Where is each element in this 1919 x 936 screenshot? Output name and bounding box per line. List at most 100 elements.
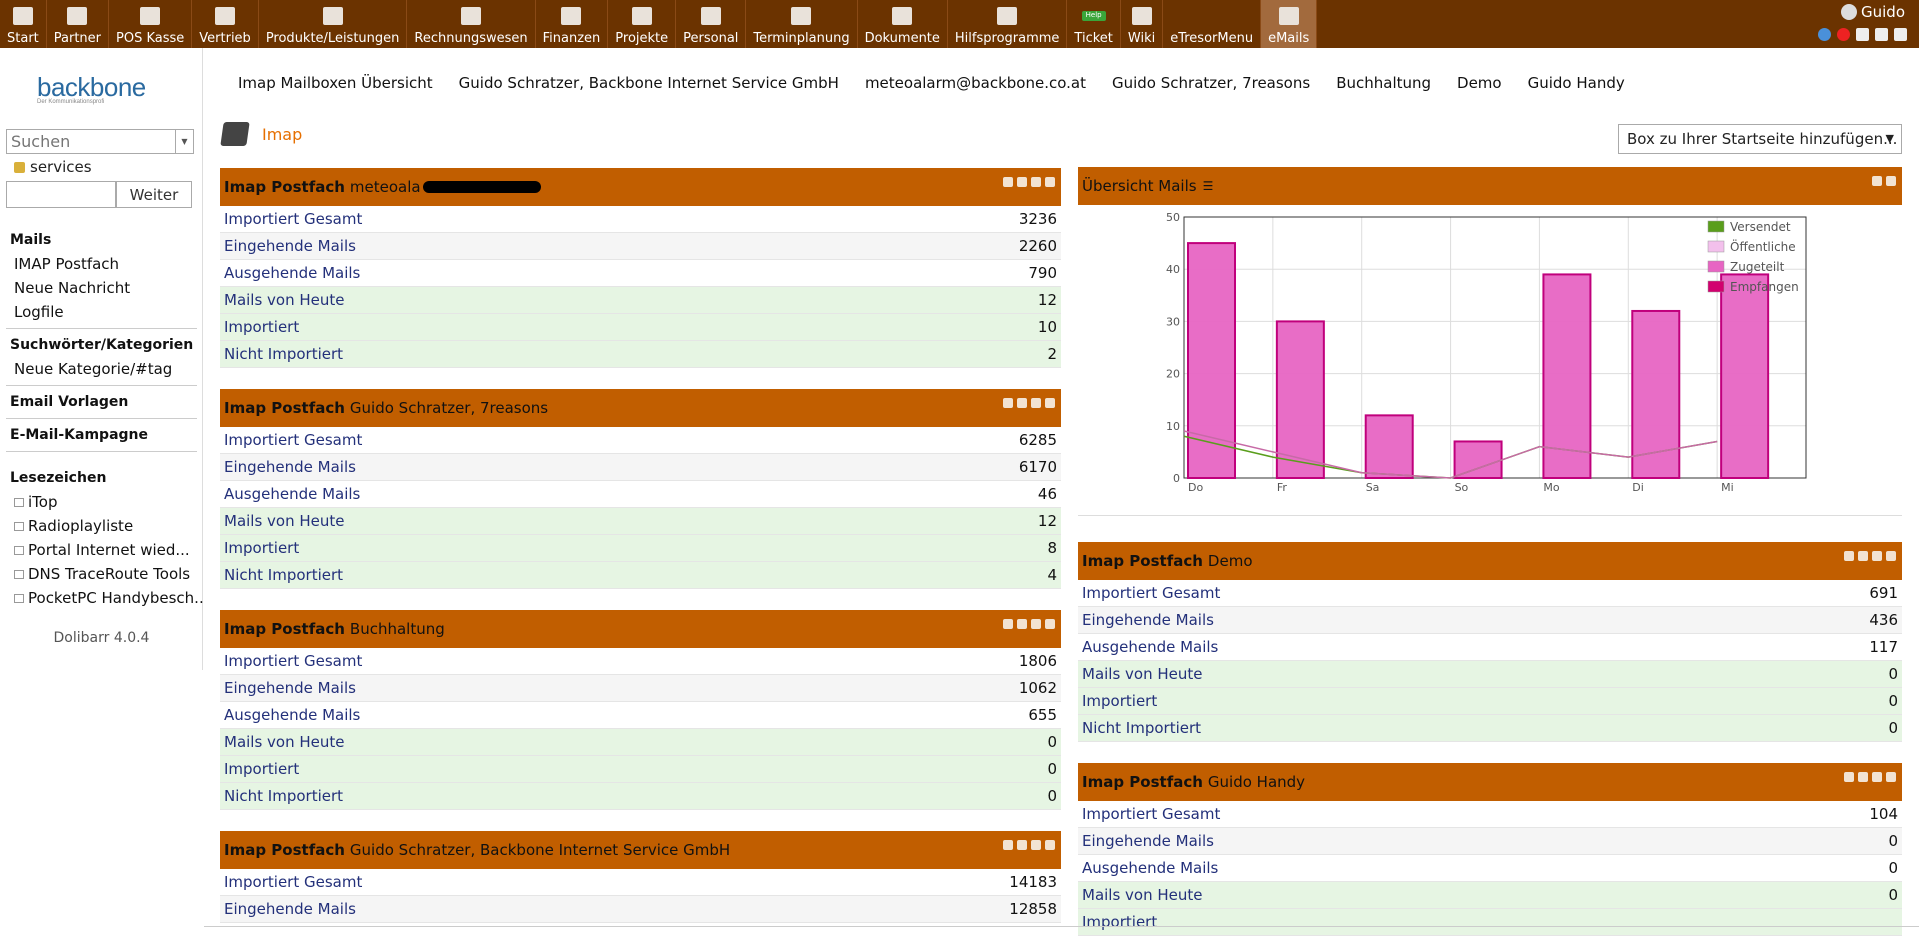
close-icon[interactable] <box>1886 176 1896 186</box>
row-label[interactable]: Importiert <box>224 318 300 336</box>
close-icon[interactable] <box>1045 177 1055 187</box>
top-menu-13[interactable]: Wiki <box>1121 0 1164 48</box>
bookmarks-title[interactable]: Lesezeichen <box>0 466 203 490</box>
refresh-icon[interactable] <box>1017 398 1027 408</box>
move-handle-icon[interactable] <box>1031 177 1041 187</box>
mail-check-icon[interactable] <box>1003 177 1013 187</box>
subnav-link[interactable]: meteoalarm@backbone.co.at <box>864 74 1086 92</box>
logout-icon[interactable] <box>1894 28 1907 41</box>
subnav-link[interactable]: Guido Schratzer, 7reasons <box>1111 74 1311 92</box>
top-menu-14[interactable]: eTresorMenu <box>1163 0 1262 48</box>
row-label[interactable]: Ausgehende Mails <box>224 706 361 724</box>
filter-icon[interactable]: ☰ <box>1202 179 1214 193</box>
menu-item[interactable]: IMAP Postfach <box>14 255 120 273</box>
close-icon[interactable] <box>1045 398 1055 408</box>
menu-section-title[interactable]: Suchwörter/Kategorien <box>10 337 194 353</box>
move-handle-icon[interactable] <box>1031 619 1041 629</box>
row-label[interactable]: Ausgehende Mails <box>1082 638 1219 656</box>
row-label[interactable]: Importiert Gesamt <box>224 652 363 670</box>
menu-section-title[interactable]: Email Vorlagen <box>10 394 129 410</box>
top-menu-7[interactable]: Projekte <box>608 0 677 48</box>
close-icon[interactable] <box>1045 619 1055 629</box>
row-label[interactable]: Importiert Gesamt <box>224 431 363 449</box>
top-menu-15[interactable]: eMails <box>1261 0 1318 48</box>
bottom-scrollbar[interactable] <box>204 926 1919 936</box>
row-label[interactable]: Importiert <box>224 539 300 557</box>
close-icon[interactable] <box>1045 840 1055 850</box>
subnav-link[interactable]: Imap Mailboxen Übersicht <box>238 74 433 92</box>
refresh-icon[interactable] <box>1858 772 1868 782</box>
row-label[interactable]: Importiert <box>224 760 300 778</box>
menu-section-title[interactable]: E-Mail-Kampagne <box>10 427 148 443</box>
row-label[interactable]: Nicht Importiert <box>1082 719 1202 737</box>
top-menu-3[interactable]: Vertrieb <box>192 0 259 48</box>
row-label[interactable]: Nicht Importiert <box>224 787 344 805</box>
row-label[interactable]: Eingehende Mails <box>1082 611 1214 629</box>
top-menu-4[interactable]: Produkte/Leistungen <box>259 0 408 48</box>
language-flag-icon[interactable] <box>1837 28 1850 41</box>
subnav-link[interactable]: Demo <box>1457 74 1502 92</box>
row-label[interactable]: Mails von Heute <box>224 733 345 751</box>
close-icon[interactable] <box>1886 551 1896 561</box>
bookmark-icon[interactable] <box>1856 28 1869 41</box>
row-label[interactable]: Mails von Heute <box>1082 886 1203 904</box>
row-label[interactable]: Importiert Gesamt <box>224 873 363 891</box>
menu-item[interactable]: Logfile <box>14 303 64 321</box>
row-label[interactable]: Mails von Heute <box>1082 665 1203 683</box>
mail-check-icon[interactable] <box>1844 551 1854 561</box>
mail-check-icon[interactable] <box>1003 619 1013 629</box>
top-menu-11[interactable]: Hilfsprogramme <box>948 0 1068 48</box>
row-label[interactable]: Mails von Heute <box>224 512 345 530</box>
mail-check-icon[interactable] <box>1003 840 1013 850</box>
add-box-select[interactable]: Box zu Ihrer Startseite hinzufügen... ▼ <box>1618 124 1902 154</box>
top-menu-5[interactable]: Rechnungswesen <box>407 0 536 48</box>
subnav-link[interactable]: Guido Schratzer, Backbone Internet Servi… <box>458 74 839 92</box>
row-label[interactable]: Importiert <box>1082 692 1158 710</box>
mail-check-icon[interactable] <box>1844 772 1854 782</box>
bar-zugeteilt[interactable] <box>1364 414 1414 479</box>
bar-zugeteilt[interactable] <box>1453 440 1503 480</box>
user-menu[interactable]: Guido <box>1841 3 1905 21</box>
top-menu-9[interactable]: Terminplanung <box>746 0 858 48</box>
bookmark-item[interactable]: PocketPC Handybesch... <box>0 586 203 610</box>
menu-item[interactable]: Neue Kategorie/#tag <box>14 360 173 378</box>
row-label[interactable]: Eingehende Mails <box>224 458 356 476</box>
row-label[interactable]: Ausgehende Mails <box>224 264 361 282</box>
top-menu-8[interactable]: Personal <box>676 0 747 48</box>
bookmark-item[interactable]: iTop <box>0 490 203 514</box>
row-label[interactable]: Eingehende Mails <box>224 900 356 918</box>
bar-zugeteilt[interactable] <box>1542 273 1592 479</box>
row-label[interactable]: Importiert Gesamt <box>1082 805 1221 823</box>
move-handle-icon[interactable] <box>1872 176 1882 186</box>
row-label[interactable]: Eingehende Mails <box>224 679 356 697</box>
refresh-icon[interactable] <box>1017 840 1027 850</box>
top-menu-10[interactable]: Dokumente <box>858 0 948 48</box>
refresh-icon[interactable] <box>1017 619 1027 629</box>
mail-check-icon[interactable] <box>1003 398 1013 408</box>
refresh-icon[interactable] <box>1858 551 1868 561</box>
move-handle-icon[interactable] <box>1031 398 1041 408</box>
row-label[interactable]: Importiert Gesamt <box>1082 584 1221 602</box>
row-label[interactable]: Mails von Heute <box>224 291 345 309</box>
row-label[interactable]: Nicht Importiert <box>224 345 344 363</box>
top-menu-1[interactable]: Partner <box>47 0 110 48</box>
search-input[interactable] <box>7 130 175 153</box>
help-icon[interactable] <box>1818 28 1831 41</box>
row-label[interactable]: Ausgehende Mails <box>224 485 361 503</box>
move-handle-icon[interactable] <box>1031 840 1041 850</box>
bookmark-item[interactable]: DNS TraceRoute Tools <box>0 562 203 586</box>
row-label[interactable]: Importiert Gesamt <box>224 210 363 228</box>
row-label[interactable]: Eingehende Mails <box>224 237 356 255</box>
refresh-icon[interactable] <box>1017 177 1027 187</box>
search-dropdown-icon[interactable]: ▼ <box>175 130 193 153</box>
print-icon[interactable] <box>1875 28 1888 41</box>
move-handle-icon[interactable] <box>1872 772 1882 782</box>
subnav-link[interactable]: Guido Handy <box>1527 74 1625 92</box>
top-menu-6[interactable]: Finanzen <box>536 0 609 48</box>
bar-zugeteilt[interactable] <box>1720 273 1770 479</box>
go-button[interactable]: Weiter <box>116 181 192 208</box>
quick-search-input[interactable] <box>6 181 116 208</box>
row-label[interactable]: Nicht Importiert <box>224 566 344 584</box>
bar-zugeteilt[interactable] <box>1275 320 1325 480</box>
close-icon[interactable] <box>1886 772 1896 782</box>
